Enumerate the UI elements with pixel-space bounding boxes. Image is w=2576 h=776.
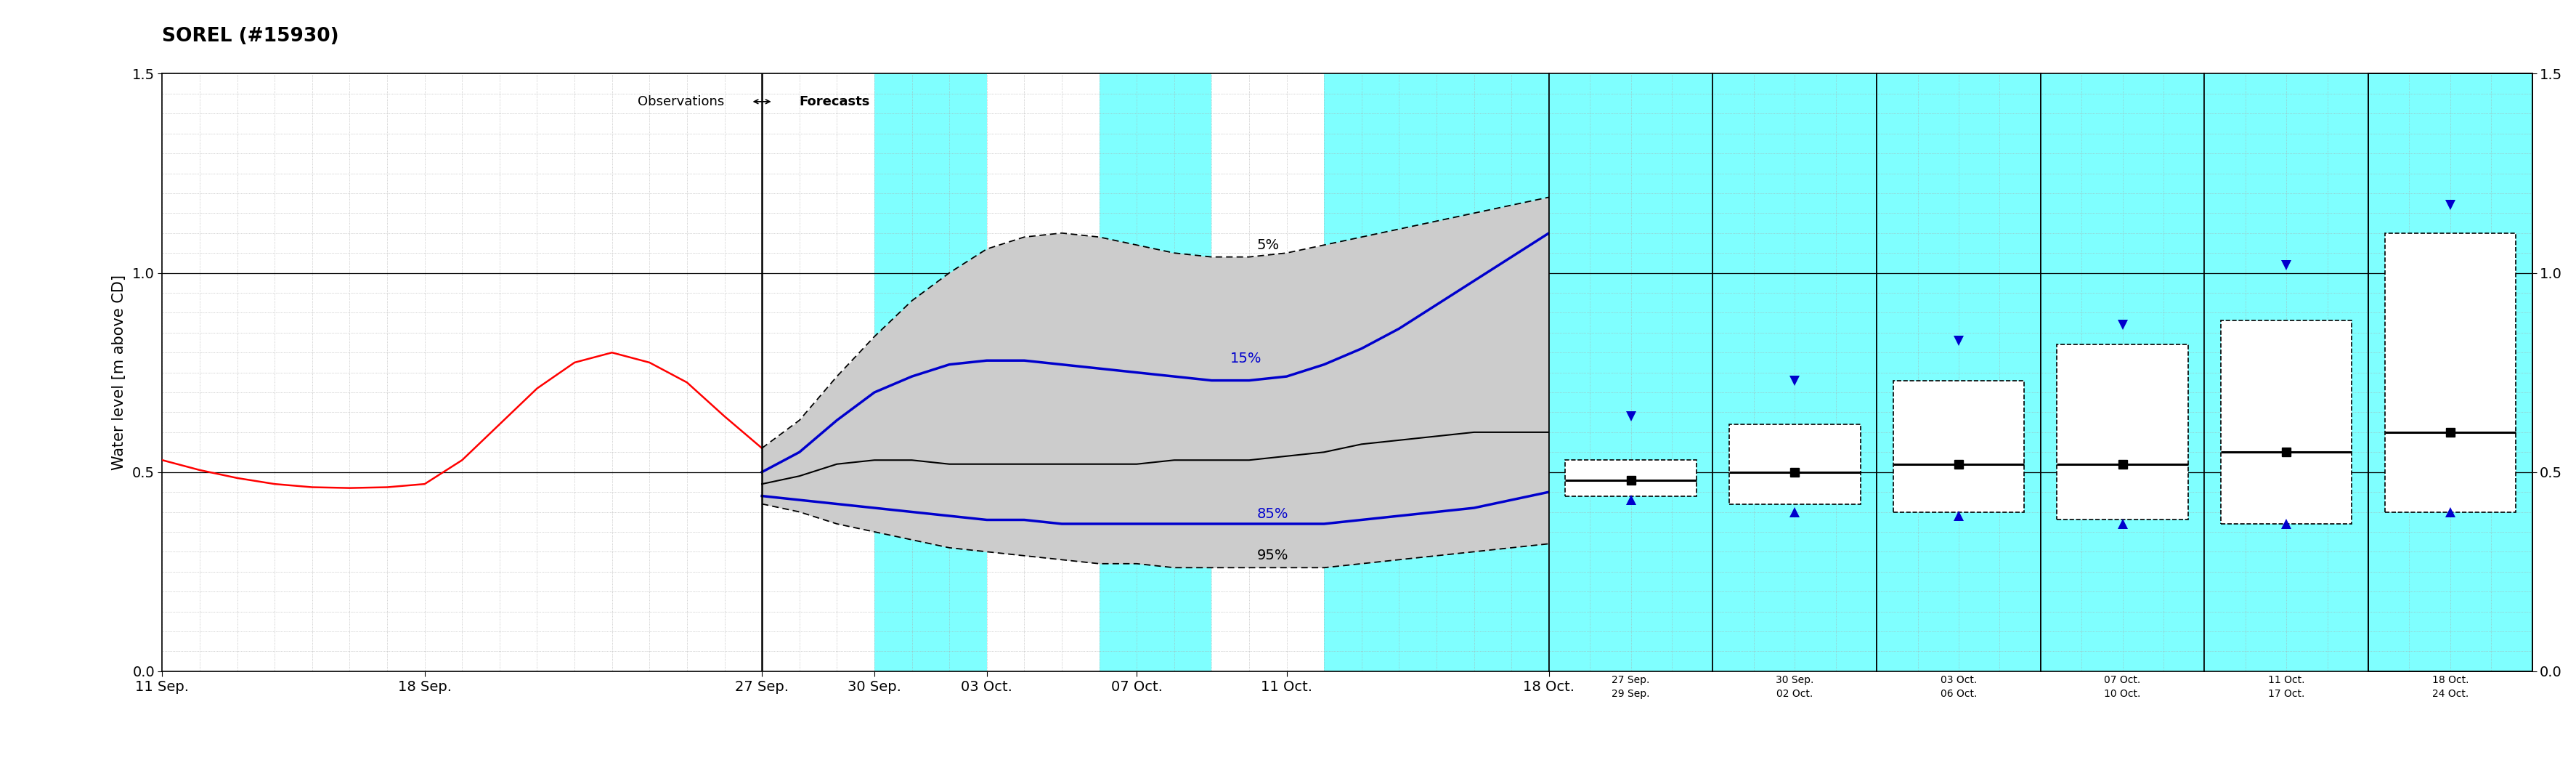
FancyBboxPatch shape [1728,424,1860,504]
X-axis label: 11 Oct.
17 Oct.: 11 Oct. 17 Oct. [2267,675,2306,699]
X-axis label: 30 Sep.
02 Oct.: 30 Sep. 02 Oct. [1775,675,1814,699]
FancyBboxPatch shape [1893,380,2025,512]
Text: 5%: 5% [1257,238,1280,252]
Text: 95%: 95% [1257,549,1288,563]
X-axis label: 07 Oct.
10 Oct.: 07 Oct. 10 Oct. [2105,675,2141,699]
FancyBboxPatch shape [1566,460,1698,496]
X-axis label: 03 Oct.
06 Oct.: 03 Oct. 06 Oct. [1940,675,1976,699]
Text: Forecasts: Forecasts [799,95,871,108]
Text: SOREL (#15930): SOREL (#15930) [162,27,340,46]
Text: 15%: 15% [1231,352,1262,365]
Bar [1324,74,1548,671]
Bar [1100,74,1211,671]
Text: Observations: Observations [639,95,724,108]
Y-axis label: Water level [m above CD]: Water level [m above CD] [111,275,126,470]
FancyBboxPatch shape [2058,345,2187,520]
FancyBboxPatch shape [2385,233,2517,512]
X-axis label: 27 Sep.
29 Sep.: 27 Sep. 29 Sep. [1613,675,1651,699]
Bar [873,74,987,671]
FancyBboxPatch shape [2221,320,2352,524]
X-axis label: 18 Oct.
24 Oct.: 18 Oct. 24 Oct. [2432,675,2468,699]
Text: 85%: 85% [1257,507,1288,521]
